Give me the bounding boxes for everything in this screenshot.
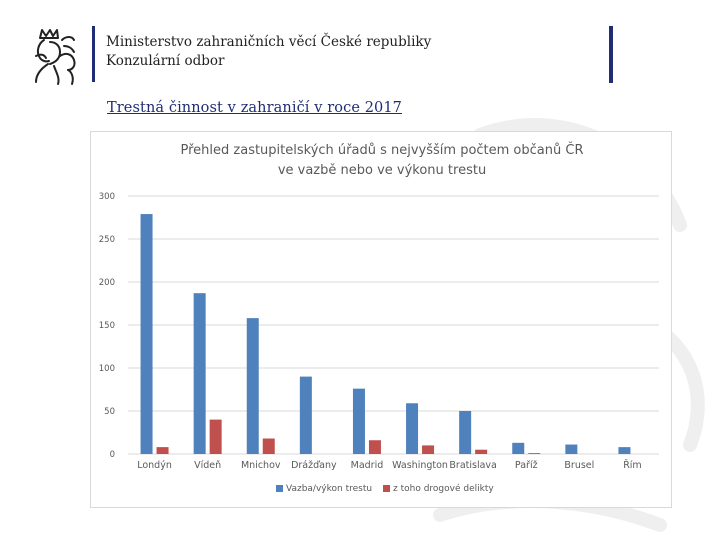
bar-drug-offences bbox=[262, 438, 275, 454]
bar-detention bbox=[299, 376, 312, 454]
x-tick-label: Paříž bbox=[515, 460, 538, 471]
bar-drug-offences bbox=[475, 449, 488, 454]
bar-drug-offences bbox=[422, 445, 435, 454]
header-divider-left bbox=[92, 26, 95, 82]
bar-drug-offences bbox=[368, 440, 381, 454]
y-tick-label: 300 bbox=[99, 192, 115, 202]
header: Ministerstvo zahraničních věcí České rep… bbox=[106, 33, 431, 71]
slide-title: Trestná činnost v zahraničí v roce 2017 bbox=[107, 100, 403, 116]
bar-drug-offences bbox=[209, 419, 222, 454]
bar-detention bbox=[459, 411, 472, 454]
chart-title-line2: ve vazbě nebo ve výkonu trestu bbox=[277, 163, 487, 178]
bar-detention bbox=[512, 442, 525, 454]
y-tick-label: 150 bbox=[99, 321, 115, 331]
y-tick-label: 0 bbox=[110, 450, 115, 460]
bar-detention bbox=[352, 388, 365, 454]
x-tick-label: Madrid bbox=[351, 460, 384, 471]
bar-detention bbox=[193, 293, 206, 454]
x-tick-label: Mnichov bbox=[241, 460, 281, 471]
chart-title-line1: Přehled zastupitelských úřadů s nejvyšší… bbox=[180, 143, 584, 158]
bar-chart: 0 50 100 150 200 250 300 Londýn Vídeň Mnichov Dráž… bbox=[99, 192, 659, 494]
y-tick-label: 200 bbox=[99, 278, 115, 288]
bar-drug-offences bbox=[156, 447, 169, 454]
header-divider-right bbox=[609, 26, 613, 83]
department-name: Konzulární odbor bbox=[106, 53, 225, 69]
bar-drug-offences bbox=[528, 453, 541, 454]
legend-label: z toho drogové delikty bbox=[393, 483, 494, 494]
y-tick-label: 50 bbox=[104, 407, 115, 417]
chart-container: Přehled zastupitelských úřadů s nejvyšší… bbox=[90, 131, 672, 508]
x-tick-label: Drážďany bbox=[291, 460, 337, 471]
x-tick-label: Washington bbox=[392, 460, 448, 471]
y-tick-label: 250 bbox=[99, 235, 115, 245]
ministry-name: Ministerstvo zahraničních věcí České rep… bbox=[106, 34, 432, 50]
bar-detention bbox=[406, 403, 419, 454]
x-tick-label: Bratislava bbox=[449, 460, 496, 471]
y-tick-label: 100 bbox=[99, 364, 115, 374]
x-tick-label: Řím bbox=[623, 460, 642, 471]
x-tick-label: Londýn bbox=[137, 460, 172, 471]
czech-lion-icon bbox=[35, 29, 76, 85]
legend-label: Vazba/výkon trestu bbox=[286, 484, 372, 494]
bar-detention bbox=[246, 318, 259, 454]
x-tick-label: Vídeň bbox=[194, 460, 221, 471]
legend-swatch bbox=[276, 485, 283, 492]
x-tick-label: Brusel bbox=[564, 460, 594, 471]
bar-detention bbox=[140, 214, 153, 454]
bar-detention bbox=[565, 444, 578, 454]
legend-swatch bbox=[383, 485, 390, 492]
bar-detention bbox=[618, 447, 631, 454]
